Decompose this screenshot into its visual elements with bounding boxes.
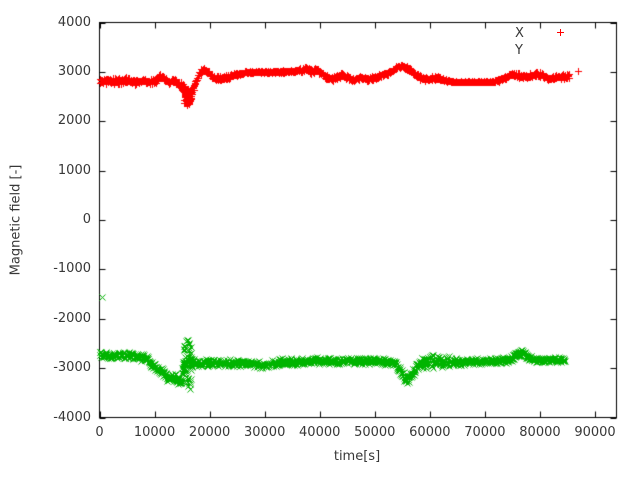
x-axis-title: time[s] <box>333 449 381 464</box>
x-tick-label: 70000 <box>464 425 506 440</box>
y-tick-label: 3000 <box>57 63 91 79</box>
x-tick-label: 10000 <box>133 425 176 440</box>
x-tick-label: 80000 <box>519 425 561 440</box>
y-tick-label: 2000 <box>57 113 91 129</box>
y-tick-label: -4000 <box>53 409 91 425</box>
x-tick-label: 90000 <box>574 425 616 440</box>
plus-marker-icon <box>557 29 564 36</box>
y-tick-label: 4000 <box>57 14 91 30</box>
x-tick-label: 0 <box>95 425 104 440</box>
legend-label-x: X <box>515 26 524 41</box>
legend-label-y: Y <box>515 43 523 58</box>
y-tick-label: -2000 <box>53 310 91 326</box>
x-tick-label: 30000 <box>243 425 286 440</box>
x-tick-label: 20000 <box>188 425 231 440</box>
x-tick-label: 60000 <box>409 425 451 440</box>
y-tick-label: 0 <box>82 212 91 227</box>
x-tick-label: 50000 <box>354 425 396 440</box>
y-tick-label: 1000 <box>57 162 91 178</box>
y-tick-label: -3000 <box>53 360 91 376</box>
y-tick-label: -1000 <box>53 261 91 277</box>
x-tick-label: 40000 <box>299 425 341 440</box>
